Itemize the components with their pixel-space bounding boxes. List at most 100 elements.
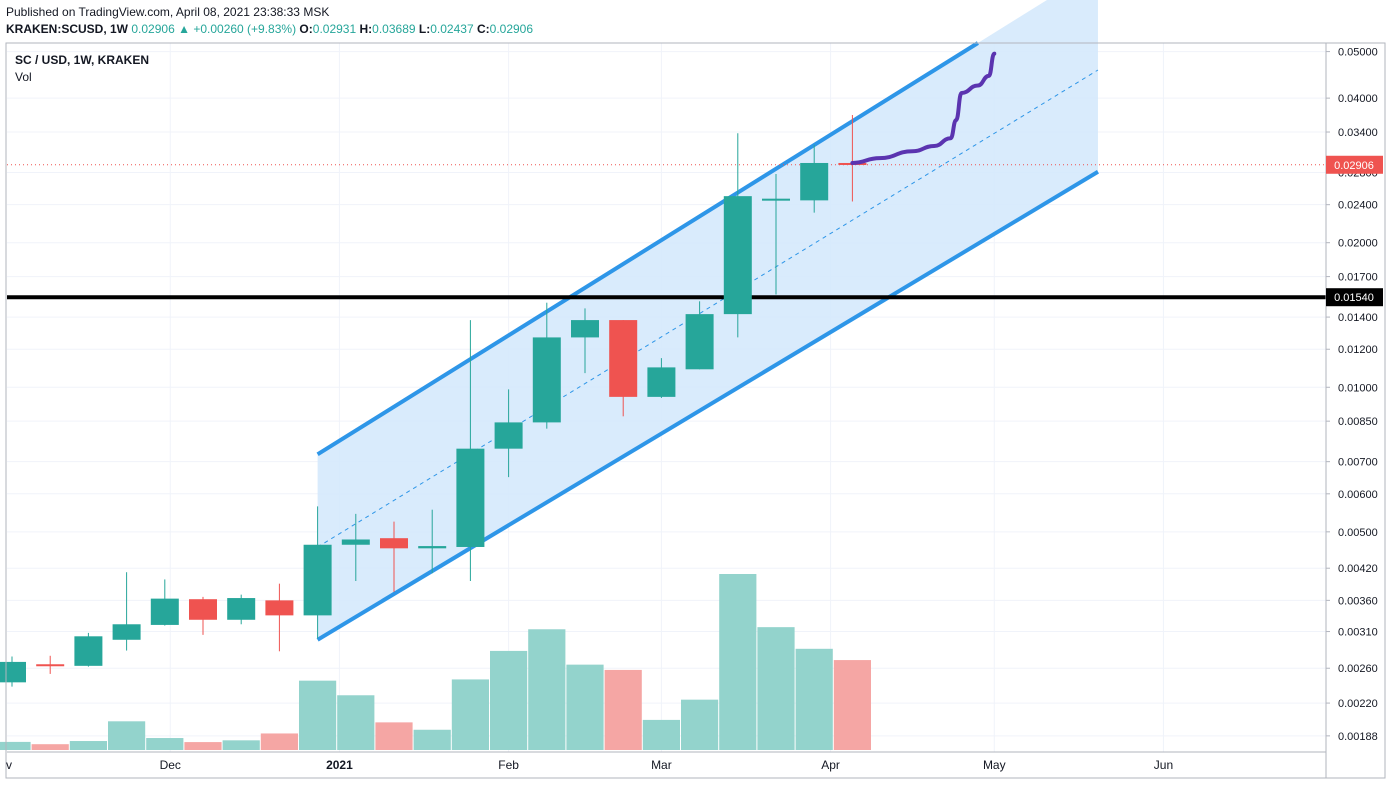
candle [303,506,332,639]
volume-bar [757,627,795,750]
volume-bar [413,729,451,750]
volume-bar [528,629,566,750]
candle [723,133,752,338]
candle-body [456,448,485,547]
candle-body [150,598,179,625]
axes: 0.050000.040000.034000.028000.024000.020… [5,42,1386,779]
candle [609,320,638,417]
candle [647,358,676,398]
volume-bar [0,741,31,750]
candle-body [227,598,256,620]
volume-bar [299,680,337,750]
low-label: L: [418,22,431,36]
candle [227,594,256,625]
volume-bar [184,742,222,750]
candle-body [532,337,561,423]
price-tick-label: 0.04000 [1338,93,1378,105]
volume-bar [566,664,604,750]
candle-body [303,544,332,616]
level-price-badge: 0.01540 [1326,288,1383,307]
volume-bar [222,740,260,750]
level-price-badge-text: 0.01540 [1334,292,1374,304]
close-label: C: [476,22,490,36]
time-tick-label: Dec [160,758,181,772]
candle [762,174,790,295]
candle [685,301,714,370]
candle-body [685,314,714,370]
chart-legend: SC / USD, 1W, KRAKEN Vol [15,53,149,84]
volume-bar [108,721,146,750]
price-tick-label: 0.00600 [1338,489,1378,501]
support-level-line[interactable] [7,164,1326,300]
channel-upper-line[interactable] [316,41,979,457]
candle-body [762,198,790,201]
low-value: 0.02437 [430,22,474,36]
candle-body [0,661,26,683]
candle [36,655,65,674]
candle-body [380,538,408,549]
open-label: O: [299,22,313,36]
high-value: 0.03689 [372,22,416,36]
candle-body [723,196,752,315]
price-tick-label: 0.00260 [1338,663,1378,675]
candle [74,632,103,667]
change-value: +0.00260 (+9.83%) [193,22,297,36]
candle-body [418,546,447,549]
time-tick-label: May [983,758,1006,772]
volume-bar [833,660,871,750]
candle-body [800,162,829,201]
candle [418,509,447,574]
price-tick-label: 0.00700 [1338,457,1378,469]
candle [571,308,599,374]
price-tick-label: 0.00850 [1338,416,1378,428]
candle [380,521,408,592]
channel-lower-line[interactable] [316,170,1100,642]
volume-bar [642,719,680,750]
close-value: 0.02906 [489,22,534,36]
ohlc-header: KRAKEN:SCUSD, 1W 0.02906 ▲ +0.00260 (+9.… [6,22,533,36]
volume-bar [490,650,528,750]
candle [150,579,179,626]
volume-bar [795,648,833,750]
price-tick-label: 0.00360 [1338,595,1378,607]
chart-frame [5,42,1386,779]
candle-body [609,320,638,397]
volume-bar [69,741,107,750]
projection-line[interactable] [850,51,997,165]
up-arrow-icon: ▲ [178,22,190,36]
volume-bar [604,669,642,750]
candle-body [189,599,217,620]
volume-bar [31,744,69,750]
volume-bar [681,699,719,750]
volume-bars [0,574,871,750]
time-tick-label: Apr [821,758,840,772]
price-tick-label: 0.00500 [1338,527,1378,539]
time-tick-label: Jun [1154,758,1173,772]
candle [800,144,829,213]
projection-path[interactable] [850,51,997,165]
candle [189,596,217,635]
time-tick-label: Mar [651,758,672,772]
open-value: 0.02931 [312,22,357,36]
channel-midline[interactable] [317,69,1099,548]
candle-body [36,664,65,667]
candle-body [571,320,599,338]
price-tick-label: 0.00310 [1338,627,1378,639]
candle [456,320,485,582]
volume-bar [260,733,298,750]
legend-volume: Vol [15,70,32,84]
price-tick-label: 0.02400 [1338,200,1378,212]
volume-bar [146,738,184,750]
price-tick-label: 0.02000 [1338,238,1378,250]
time-tick-label: 2021 [326,758,353,772]
price-tick-label: 0.01400 [1338,312,1378,324]
last-price-badge-text: 0.02906 [1334,160,1374,172]
published-note: Published on TradingView.com, April 08, … [6,5,330,19]
time-tick-label: Feb [498,758,519,772]
price-tick-label: 0.01700 [1338,272,1378,284]
candle [112,572,141,651]
price-tick-label: 0.01000 [1338,382,1378,394]
volume-bar [337,695,375,750]
symbol-label[interactable]: KRAKEN:SCUSD, 1W [6,22,129,36]
